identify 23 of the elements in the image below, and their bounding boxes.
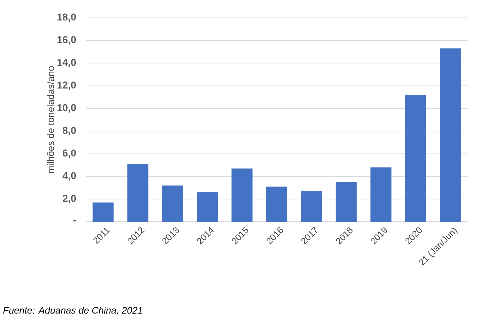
y-tick-label: -: [74, 220, 76, 222]
y-tick-label: 12,0: [58, 82, 76, 90]
y-tick-label: 16,0: [58, 36, 76, 45]
y-tick-label: 4,0: [62, 172, 76, 181]
y-tick-label: 14,0: [58, 59, 76, 68]
y-tick-label: 8,0: [62, 127, 76, 136]
bar: [336, 182, 357, 222]
source-note: Fuente: Aduanas de China, 2021: [3, 306, 142, 316]
bar: [197, 192, 218, 222]
y-tick-label: 6,0: [63, 150, 76, 158]
bar: [440, 48, 462, 222]
bar: [266, 186, 288, 222]
y-tick-label: 2,0: [63, 195, 76, 204]
bar: [92, 202, 114, 222]
bar: [370, 168, 392, 222]
bar: [301, 191, 322, 222]
y-axis-title: milhões de toneladas/ano: [47, 66, 54, 174]
y-tick-label: 18,0: [58, 14, 76, 22]
bar: [232, 168, 253, 222]
bar: [128, 164, 149, 222]
bar: [405, 95, 426, 222]
y-tick-label: 10,0: [58, 104, 76, 113]
bar: [162, 186, 184, 222]
